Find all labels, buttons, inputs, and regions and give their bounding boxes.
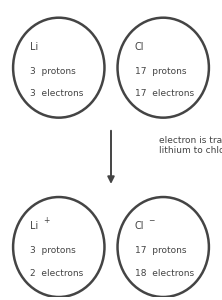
Text: −: − [148,216,154,225]
Text: +: + [43,216,50,225]
Text: 3  protons: 3 protons [30,67,76,76]
Text: 18  electrons: 18 electrons [135,268,194,278]
Text: 2  electrons: 2 electrons [30,268,84,278]
Text: electron is transferred from
lithium to chlorine: electron is transferred from lithium to … [159,136,222,155]
Text: 17  protons: 17 protons [135,246,186,255]
Text: Cl: Cl [135,221,144,231]
Text: 3  electrons: 3 electrons [30,89,84,98]
Text: 3  protons: 3 protons [30,246,76,255]
Text: Li: Li [30,42,39,52]
Text: 17  protons: 17 protons [135,67,186,76]
Text: Cl: Cl [135,42,144,52]
Text: 17  electrons: 17 electrons [135,89,194,98]
Text: Li: Li [30,221,39,231]
